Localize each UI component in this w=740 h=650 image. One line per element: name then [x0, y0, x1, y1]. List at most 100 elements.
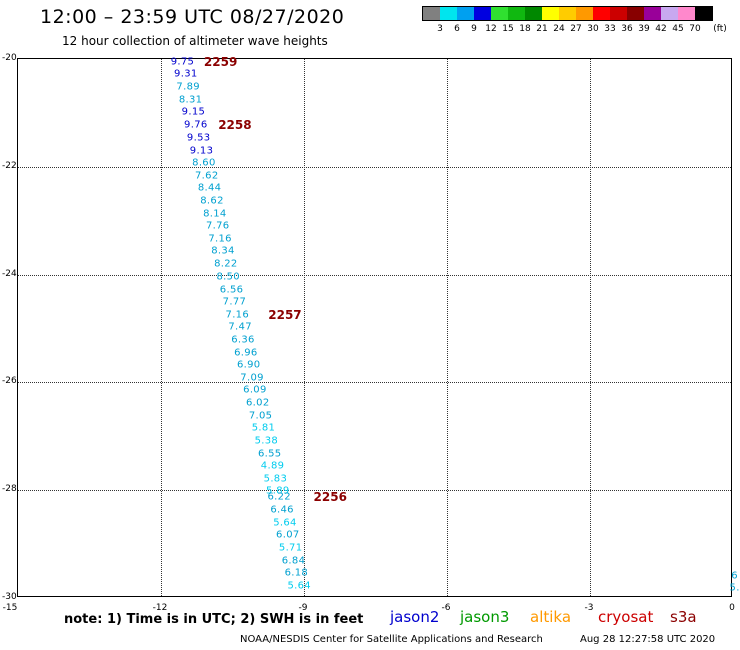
grid-line-vertical [304, 59, 305, 596]
x-tick-label: -3 [584, 603, 594, 613]
wave-height-point: 9.75 [170, 56, 195, 68]
wave-height-point: 7.05 [248, 410, 273, 422]
grid-line-horizontal [18, 274, 731, 276]
wave-height-point: 5.71 [278, 542, 303, 554]
y-tick-label: -20 [2, 53, 17, 63]
wave-height-point: 6.09 [243, 384, 267, 396]
wave-height-point: 7.77 [222, 296, 247, 308]
pass-time-label: 2256 [313, 490, 347, 505]
wave-height-point-edge: 6 [731, 570, 738, 582]
color-scale-label: 9 [471, 24, 477, 34]
color-swatch [678, 7, 695, 20]
wave-height-point: 6.02 [246, 397, 270, 409]
wave-height-point: 5.81 [251, 422, 276, 434]
x-tick-label: -12 [152, 603, 168, 613]
wave-height-point: 9.76 [184, 119, 208, 131]
color-scale-label: 45 [672, 24, 684, 34]
wave-height-point: 5.38 [254, 435, 279, 447]
color-swatch [627, 7, 644, 20]
wave-height-point: 4.89 [260, 460, 285, 472]
legend-item-cryosat: cryosat [598, 608, 654, 626]
color-scale-label: 15 [502, 24, 514, 34]
wave-height-point: 7.16 [225, 309, 249, 321]
color-swatch [457, 7, 474, 20]
color-scale-label: 27 [570, 24, 582, 34]
y-tick-label: -28 [2, 484, 17, 495]
color-swatch [576, 7, 593, 20]
color-scale-label: 70 [689, 24, 701, 34]
color-swatch [491, 7, 508, 20]
wave-height-point: 5.83 [263, 473, 288, 485]
wave-height-point: 7.16 [208, 233, 232, 245]
wave-height-point: 6.18 [284, 567, 309, 579]
color-scale-label: 3 [437, 24, 443, 34]
wave-height-point: 6.90 [236, 359, 261, 371]
legend-item-jason3: jason3 [460, 608, 510, 626]
color-scale-swatches [422, 6, 713, 21]
wave-height-point: 7.47 [228, 321, 252, 333]
wave-height-point: 8.60 [192, 157, 216, 169]
wave-height-point: 8.14 [203, 208, 227, 220]
wave-height-point: 6.36 [231, 334, 255, 346]
wave-height-point: 6.55 [257, 448, 282, 460]
color-swatch [593, 7, 610, 20]
wave-height-point: 6.07 [276, 529, 300, 541]
wave-height-point-edge: 5. [729, 582, 740, 594]
wave-height-point: 5.64 [273, 517, 297, 529]
color-scale-label: 30 [587, 24, 599, 34]
y-tick-label: -24 [2, 268, 17, 279]
wave-height-point: 9.13 [189, 145, 214, 157]
credit-line: NOAA/NESDIS Center for Satellite Applica… [240, 634, 543, 645]
wave-height-point: 9.15 [181, 106, 206, 118]
map-plot-area: 9.75 9.31 7.89 8.31 9.15 9.76 9.53 9.13 8.60 7.62… [17, 55, 739, 597]
wave-height-point: 9.31 [174, 68, 198, 80]
x-tick-label: 0 [729, 603, 735, 613]
wave-height-point: 9.53 [186, 132, 211, 144]
color-swatch [440, 7, 457, 20]
legend-item-s3a: s3a [670, 608, 697, 626]
y-tick-label: -22 [2, 160, 17, 171]
wave-height-point: 8.22 [214, 258, 238, 270]
wave-height-point: 8.44 [197, 182, 222, 194]
color-scale-label: 21 [536, 24, 548, 34]
wave-height-point: 8.50 [216, 271, 240, 283]
pass-time-label: 2258 [218, 117, 252, 132]
wave-height-point: 6.56 [219, 284, 244, 296]
wave-height-point: 6.84 [281, 555, 306, 567]
wave-height-point: 6.22 [267, 491, 291, 503]
color-scale-unit: (ft) [713, 24, 727, 34]
color-swatch [559, 7, 576, 20]
wave-height-point: 8.31 [178, 94, 203, 106]
color-swatch [423, 7, 440, 20]
legend-item-altika: altika [530, 608, 572, 626]
grid-line-horizontal [18, 166, 731, 168]
wave-height-point: 5.64 [287, 580, 311, 592]
page-title: 12:00 – 23:59 UTC 08/27/2020 [40, 6, 345, 28]
wave-height-point: 7.09 [240, 372, 264, 384]
color-scale-label: 24 [553, 24, 565, 34]
x-tick-label: -15 [2, 603, 18, 613]
grid-line-vertical [447, 59, 448, 596]
color-scale-label: 6 [454, 24, 460, 34]
color-swatch [474, 7, 491, 20]
wave-height-point: 6.46 [270, 504, 294, 516]
generation-timestamp: Aug 28 12:27:58 UTC 2020 [580, 634, 716, 645]
color-scale-label: 33 [604, 24, 616, 34]
grid-line-horizontal [18, 490, 731, 492]
x-tick-label: -6 [441, 603, 451, 613]
x-tick-label: -9 [298, 603, 308, 613]
wave-height-point: 6.96 [234, 347, 258, 359]
grid-line-horizontal [18, 382, 731, 384]
color-swatch [610, 7, 627, 20]
color-swatch [542, 7, 559, 20]
color-scale-label: 42 [655, 24, 667, 34]
color-scale-label: 36 [621, 24, 633, 34]
footnote: note: 1) Time is in UTC; 2) SWH is in fe… [64, 612, 364, 627]
wave-height-point: 5.89 [266, 485, 290, 497]
color-scale-label: 39 [638, 24, 650, 34]
y-tick-label: -30 [2, 592, 17, 602]
legend-item-jason2: jason2 [390, 608, 440, 626]
wave-height-point: 8.34 [211, 245, 235, 257]
color-scale-labels: 3 6 9 12 15 18 21 24 27 30 33 36 39 42 45 70 (ft) [422, 21, 727, 34]
color-swatch [644, 7, 661, 20]
